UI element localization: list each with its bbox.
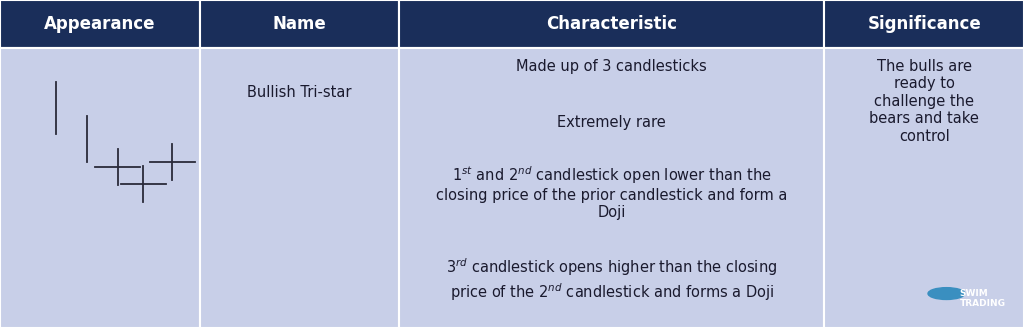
Text: Characteristic: Characteristic (547, 15, 677, 33)
Text: Name: Name (272, 15, 327, 33)
Text: 3$^{rd}$ candlestick opens higher than the closing
price of the 2$^{nd}$ candles: 3$^{rd}$ candlestick opens higher than t… (446, 256, 777, 302)
FancyBboxPatch shape (0, 0, 200, 48)
FancyBboxPatch shape (200, 48, 399, 328)
FancyBboxPatch shape (0, 48, 200, 328)
FancyBboxPatch shape (399, 48, 824, 328)
Text: Extremely rare: Extremely rare (557, 115, 667, 130)
Circle shape (928, 288, 965, 299)
FancyBboxPatch shape (399, 0, 824, 48)
Text: 1$^{st}$ and 2$^{nd}$ candlestick open lower than the
closing price of the prior: 1$^{st}$ and 2$^{nd}$ candlestick open l… (436, 164, 787, 220)
Text: The bulls are
ready to
challenge the
bears and take
control: The bulls are ready to challenge the bea… (869, 59, 979, 144)
Text: Appearance: Appearance (44, 15, 156, 33)
Text: Made up of 3 candlesticks: Made up of 3 candlesticks (516, 59, 708, 74)
FancyBboxPatch shape (824, 48, 1024, 328)
Text: Bullish Tri-star: Bullish Tri-star (247, 85, 352, 100)
FancyBboxPatch shape (824, 0, 1024, 48)
Text: Significance: Significance (867, 15, 981, 33)
Text: SWIM
TRADING: SWIM TRADING (959, 289, 1006, 308)
FancyBboxPatch shape (200, 0, 399, 48)
